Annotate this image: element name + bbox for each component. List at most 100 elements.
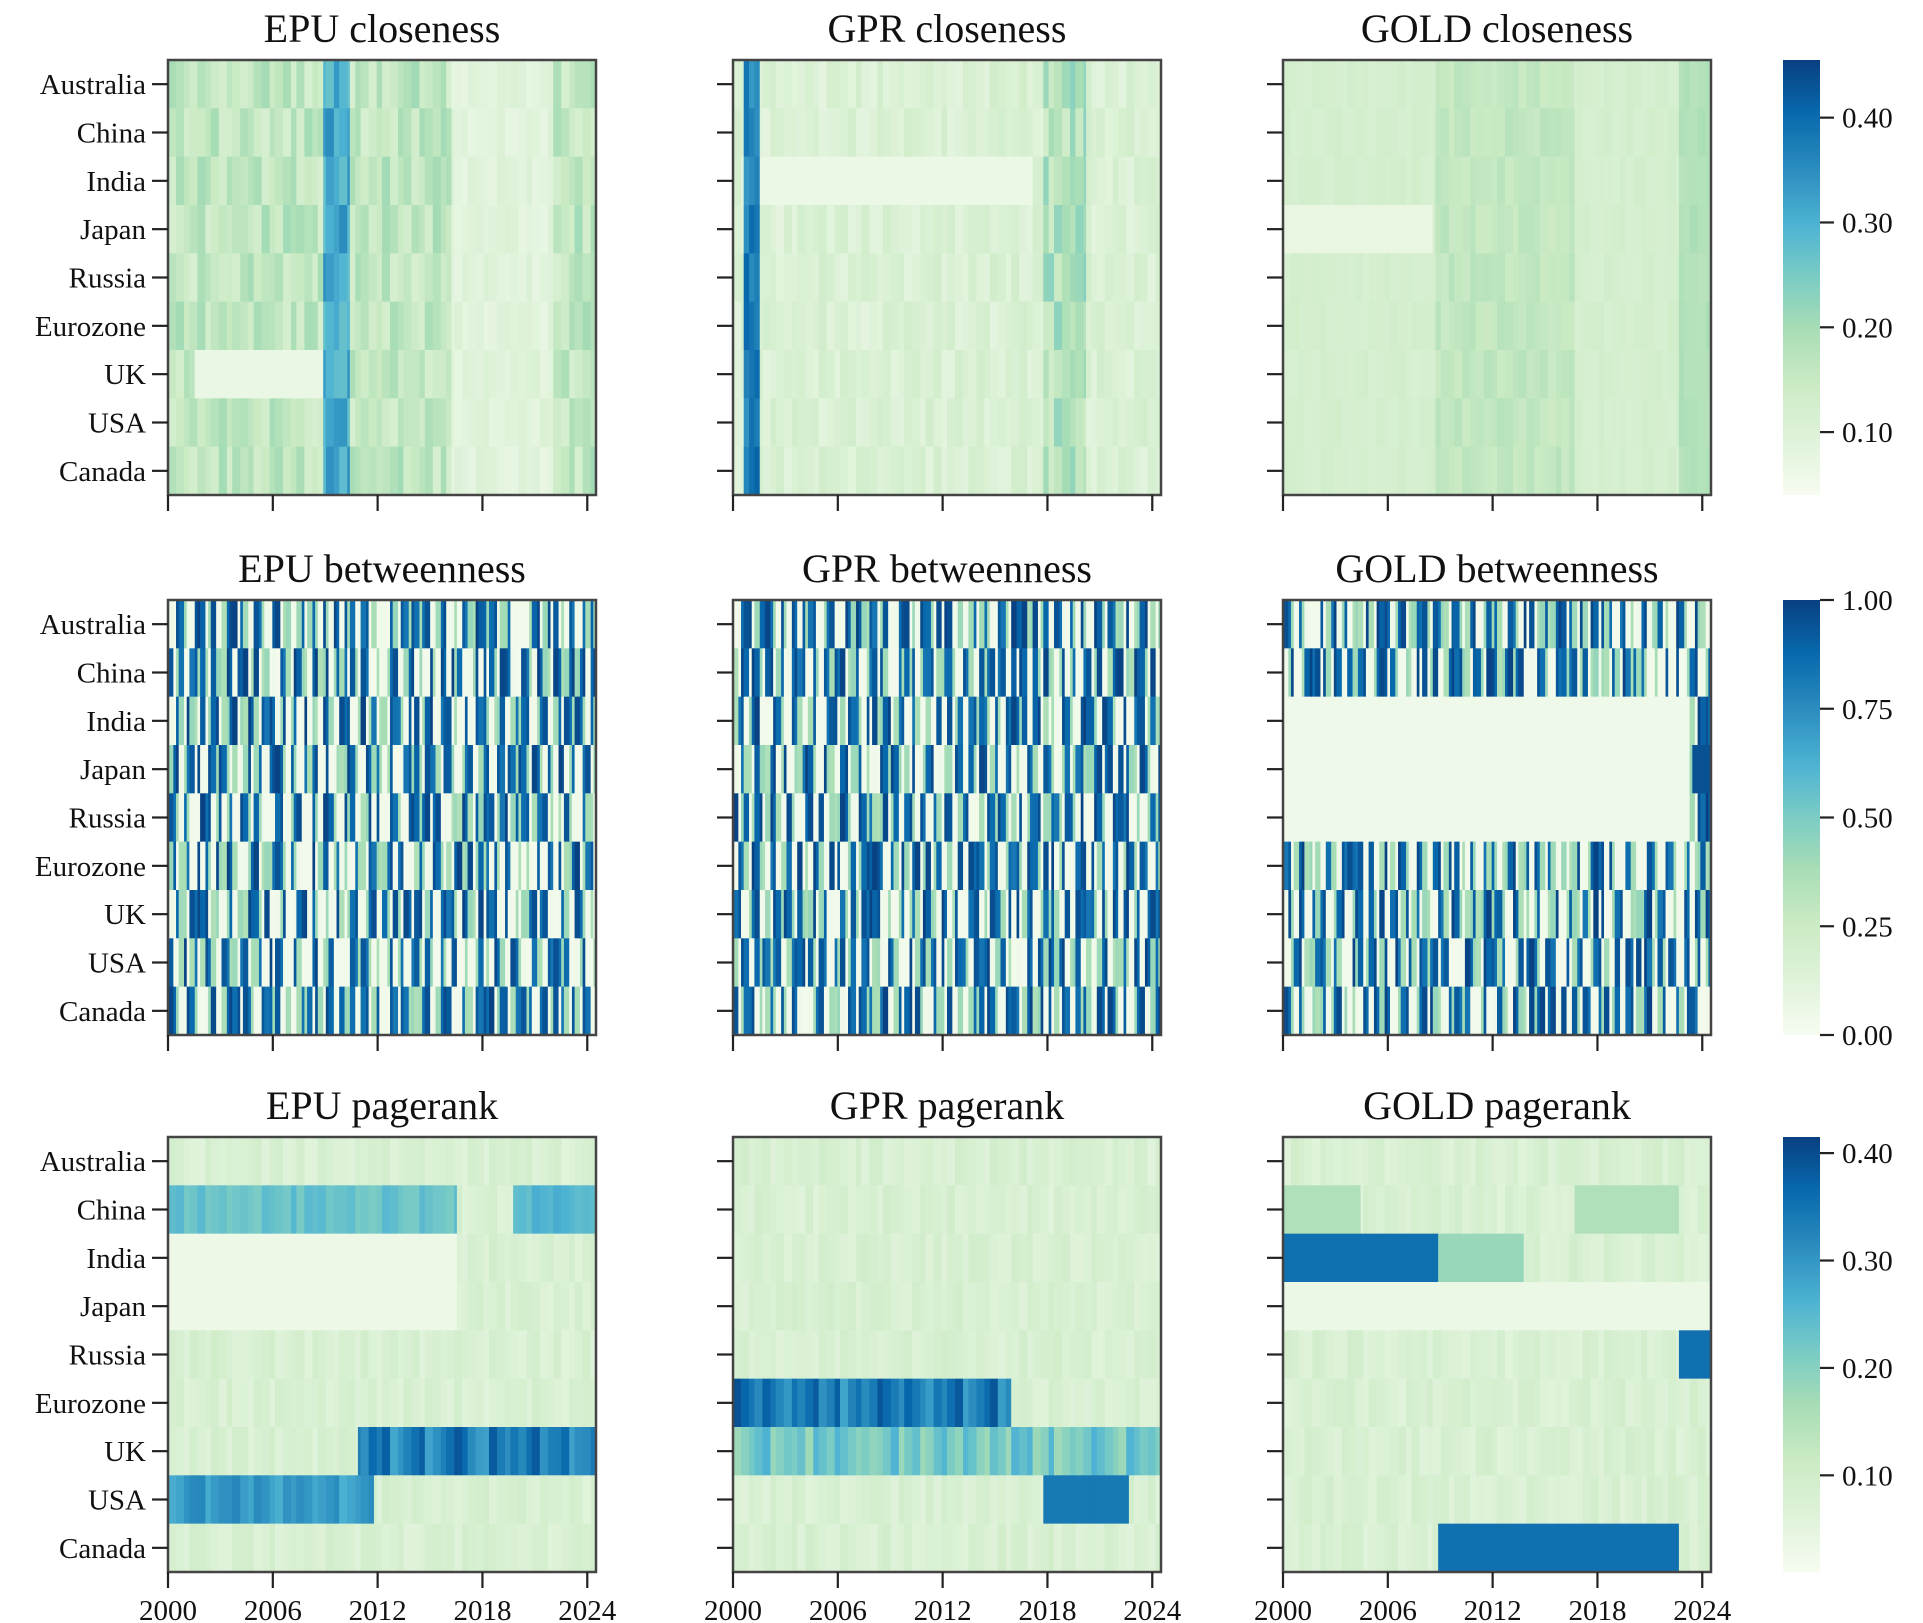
heat-cell (328, 600, 332, 649)
heat-cell (1360, 350, 1364, 399)
heat-cell (1064, 156, 1068, 206)
heat-cell (1333, 156, 1338, 206)
heat-cell (494, 600, 498, 649)
heat-cell (1051, 253, 1055, 303)
heat-cell (1488, 205, 1493, 254)
heat-cell (938, 398, 943, 448)
heat-cell (997, 398, 1002, 448)
heat-cell (1531, 156, 1536, 206)
heat-cell (250, 648, 255, 698)
heat-cell (184, 600, 188, 649)
heat-cell (757, 253, 761, 303)
heat-cell (773, 108, 777, 158)
heat-cell (299, 156, 303, 206)
heat-cell (1689, 398, 1693, 448)
heat-cell (1094, 301, 1098, 351)
heat-cell (226, 648, 231, 698)
heat-cell (1352, 350, 1356, 399)
heat-cell (368, 108, 372, 158)
heat-cell (1537, 301, 1541, 351)
heat-cell (1139, 108, 1143, 158)
heat-cell (837, 350, 841, 399)
heat-cell (1120, 301, 1125, 351)
heat-cell (194, 301, 199, 351)
heat-cell (1406, 205, 1410, 254)
heat-cell (1373, 205, 1378, 254)
heat-cell (1328, 60, 1332, 109)
heat-cell (1652, 398, 1656, 448)
heat-cell (1422, 205, 1426, 254)
heat-cell (382, 745, 386, 794)
heat-cell (1344, 398, 1348, 448)
heat-cell (347, 60, 351, 109)
heat-cell (1032, 108, 1036, 158)
heat-cell (1051, 156, 1055, 206)
heat-cell (1112, 446, 1117, 496)
heat-cell (1459, 60, 1463, 109)
heat-cell (1411, 446, 1415, 496)
heat-cell (1633, 350, 1637, 399)
heat-cell (424, 156, 429, 206)
heat-cell (301, 205, 306, 254)
heat-cell (799, 446, 804, 496)
heat-cell (363, 108, 367, 158)
heat-cell (1088, 253, 1093, 303)
heat-cell (936, 108, 940, 158)
heat-cell (390, 253, 394, 303)
heat-cell (1317, 301, 1322, 351)
heat-cell (960, 253, 964, 303)
heat-cell (1054, 253, 1058, 303)
heat-cell (952, 350, 956, 399)
heat-cell (1702, 398, 1707, 448)
heat-cell (523, 350, 528, 399)
heat-cell (566, 156, 570, 206)
heat-cell (403, 350, 407, 399)
heat-cell (454, 398, 458, 448)
heat-cell (1285, 253, 1289, 303)
heat-cell (1694, 350, 1699, 399)
heat-cell (770, 350, 774, 399)
heat-cell (339, 398, 343, 448)
heat-cell (587, 108, 592, 158)
heat-cell (1003, 350, 1007, 399)
heat-cell (861, 301, 865, 351)
heat-cell (1408, 253, 1412, 303)
heat-cell (1398, 253, 1402, 303)
heat-cell (245, 108, 249, 158)
heat-cell (995, 253, 999, 303)
heat-cell (1062, 156, 1066, 206)
heat-cell (438, 696, 442, 746)
heat-cell (371, 745, 375, 794)
heat-cell (1478, 398, 1482, 448)
heat-cell (848, 301, 852, 351)
heat-cell (1051, 108, 1055, 158)
heat-cell (922, 446, 927, 496)
heat-cell (186, 600, 190, 649)
heat-cell (1652, 301, 1656, 351)
heat-cell (205, 253, 209, 303)
heat-cell (904, 350, 908, 399)
heat-cell (955, 156, 959, 206)
heat-cell (411, 696, 415, 746)
heat-cell (1435, 205, 1439, 254)
heat-cell (392, 60, 396, 109)
heat-cell (574, 60, 578, 109)
heat-cell (1056, 156, 1060, 206)
heat-cell (261, 696, 265, 746)
heat-cell (746, 398, 750, 448)
heat-cell (837, 398, 841, 448)
heat-cell (1331, 156, 1335, 206)
heat-cell (1062, 253, 1066, 303)
heat-cell (529, 446, 533, 496)
heat-cell (1673, 253, 1677, 303)
heat-cell (1569, 205, 1573, 254)
heat-cell (1440, 156, 1445, 206)
heat-cell (1360, 253, 1364, 303)
heat-cell (1064, 301, 1068, 351)
heat-cell (566, 301, 570, 351)
heat-cell (563, 696, 568, 746)
heat-cell (1291, 60, 1295, 109)
heat-cell (499, 648, 503, 698)
heat-cell (1102, 108, 1106, 158)
heat-cell (1293, 60, 1297, 109)
